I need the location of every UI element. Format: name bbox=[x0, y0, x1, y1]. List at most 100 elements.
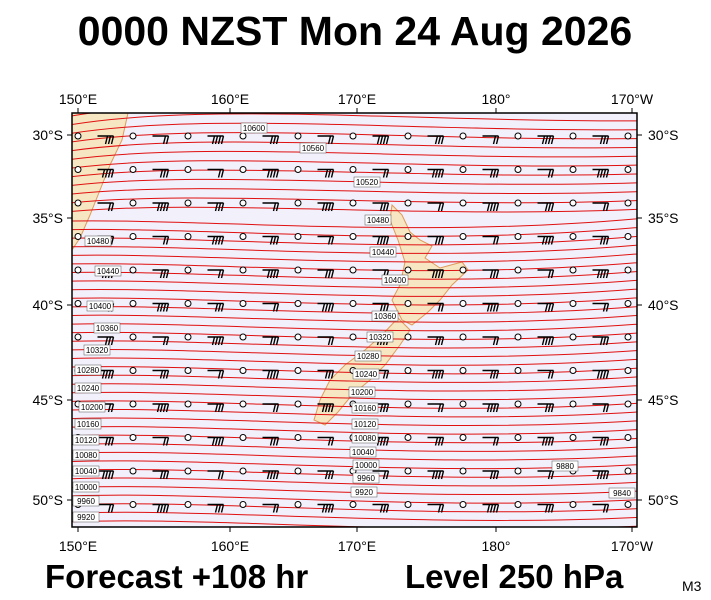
contour bbox=[72, 188, 637, 195]
station-dot bbox=[294, 367, 302, 374]
map-frame bbox=[71, 112, 638, 528]
station-dot bbox=[129, 467, 137, 475]
contour-label-box bbox=[351, 432, 379, 444]
station-dot bbox=[624, 300, 632, 307]
station-dot bbox=[404, 166, 412, 173]
barb bbox=[152, 336, 170, 346]
station-dot bbox=[239, 400, 247, 408]
station-dot bbox=[349, 233, 357, 240]
station-dot bbox=[294, 467, 302, 475]
barb bbox=[317, 436, 335, 446]
barb bbox=[262, 168, 280, 178]
station-dot bbox=[129, 367, 137, 374]
contour bbox=[72, 178, 637, 186]
barb bbox=[482, 202, 500, 212]
station-dot bbox=[624, 132, 632, 140]
contour-label-box bbox=[352, 472, 380, 484]
lat-label: 30°S bbox=[648, 127, 679, 143]
contour-label: 10240 bbox=[77, 384, 100, 393]
contour bbox=[72, 197, 637, 204]
station-dot bbox=[569, 166, 577, 173]
station-dot bbox=[74, 166, 82, 173]
station-dot bbox=[239, 501, 247, 508]
barb bbox=[207, 168, 225, 178]
contour-label-box bbox=[74, 382, 102, 394]
contour bbox=[72, 408, 637, 418]
contour bbox=[72, 443, 637, 452]
station-dot bbox=[514, 300, 522, 307]
contour bbox=[72, 235, 637, 246]
station-dot bbox=[349, 132, 357, 140]
station-dot bbox=[129, 501, 137, 508]
barb bbox=[152, 302, 170, 312]
lon-label: 160°E bbox=[211, 538, 249, 554]
barb bbox=[427, 470, 445, 480]
contour-label: 10560 bbox=[302, 144, 325, 153]
station-dot bbox=[624, 233, 632, 240]
lon-label: 170°E bbox=[338, 91, 376, 107]
station-dot bbox=[239, 233, 247, 240]
contour bbox=[72, 477, 637, 487]
contour-label: 10240 bbox=[355, 370, 378, 379]
contour bbox=[72, 113, 637, 126]
contour-label: 10400 bbox=[384, 276, 407, 285]
contour-label-box bbox=[352, 459, 380, 471]
station-dot bbox=[404, 501, 412, 508]
station-dot bbox=[569, 400, 577, 408]
contour-label: 10280 bbox=[77, 366, 100, 375]
station-dot bbox=[624, 434, 632, 441]
contour bbox=[72, 391, 637, 401]
station-dot bbox=[624, 467, 632, 475]
barb bbox=[592, 503, 610, 513]
station-dot bbox=[294, 132, 302, 140]
lat-label: 35°S bbox=[648, 210, 679, 226]
station-dot bbox=[74, 132, 82, 140]
lat-label: 45°S bbox=[648, 392, 679, 408]
station-dot bbox=[184, 333, 192, 341]
barb bbox=[537, 369, 555, 379]
lat-label: 40°S bbox=[32, 297, 63, 313]
barb bbox=[262, 369, 280, 379]
barb bbox=[427, 336, 445, 346]
contour-label: 10000 bbox=[75, 483, 98, 492]
barb bbox=[482, 436, 500, 446]
contour-label-box bbox=[72, 511, 100, 523]
station-dot bbox=[74, 300, 82, 307]
station-dot bbox=[569, 434, 577, 441]
station-dot bbox=[349, 501, 357, 508]
barb bbox=[152, 436, 170, 446]
station-dot bbox=[624, 333, 632, 341]
barb bbox=[152, 503, 170, 513]
station-dot bbox=[404, 400, 412, 408]
contour-label: 10480 bbox=[367, 216, 390, 225]
contour bbox=[72, 206, 637, 213]
station-dot bbox=[514, 199, 522, 207]
barb bbox=[482, 302, 500, 312]
station-dot bbox=[459, 400, 467, 408]
station-dot bbox=[514, 501, 522, 508]
station-dot bbox=[294, 333, 302, 341]
contour-label: 9960 bbox=[357, 474, 375, 483]
station-dot bbox=[459, 266, 467, 274]
barb bbox=[317, 202, 335, 212]
barb bbox=[427, 269, 445, 279]
station-dot bbox=[569, 501, 577, 508]
contour-label-box bbox=[348, 386, 376, 398]
contour-label: 10360 bbox=[374, 312, 397, 321]
station-dot bbox=[349, 199, 357, 207]
contour-label: 10160 bbox=[77, 420, 100, 429]
station-dot bbox=[184, 233, 192, 240]
barb bbox=[372, 503, 390, 513]
contour-label: 9840 bbox=[613, 489, 631, 498]
contour-label: 10120 bbox=[354, 420, 377, 429]
contour bbox=[72, 279, 637, 289]
contour-label-box bbox=[78, 401, 106, 413]
station-dot bbox=[514, 467, 522, 475]
contour-label: 10200 bbox=[81, 403, 104, 412]
level-label: Level 250 hPa bbox=[405, 558, 624, 595]
barb bbox=[317, 168, 335, 178]
title: 0000 NZST Mon 24 Aug 2026 bbox=[78, 8, 632, 54]
barb bbox=[207, 369, 225, 379]
contour-label: 10440 bbox=[372, 248, 395, 257]
barb bbox=[207, 336, 225, 346]
